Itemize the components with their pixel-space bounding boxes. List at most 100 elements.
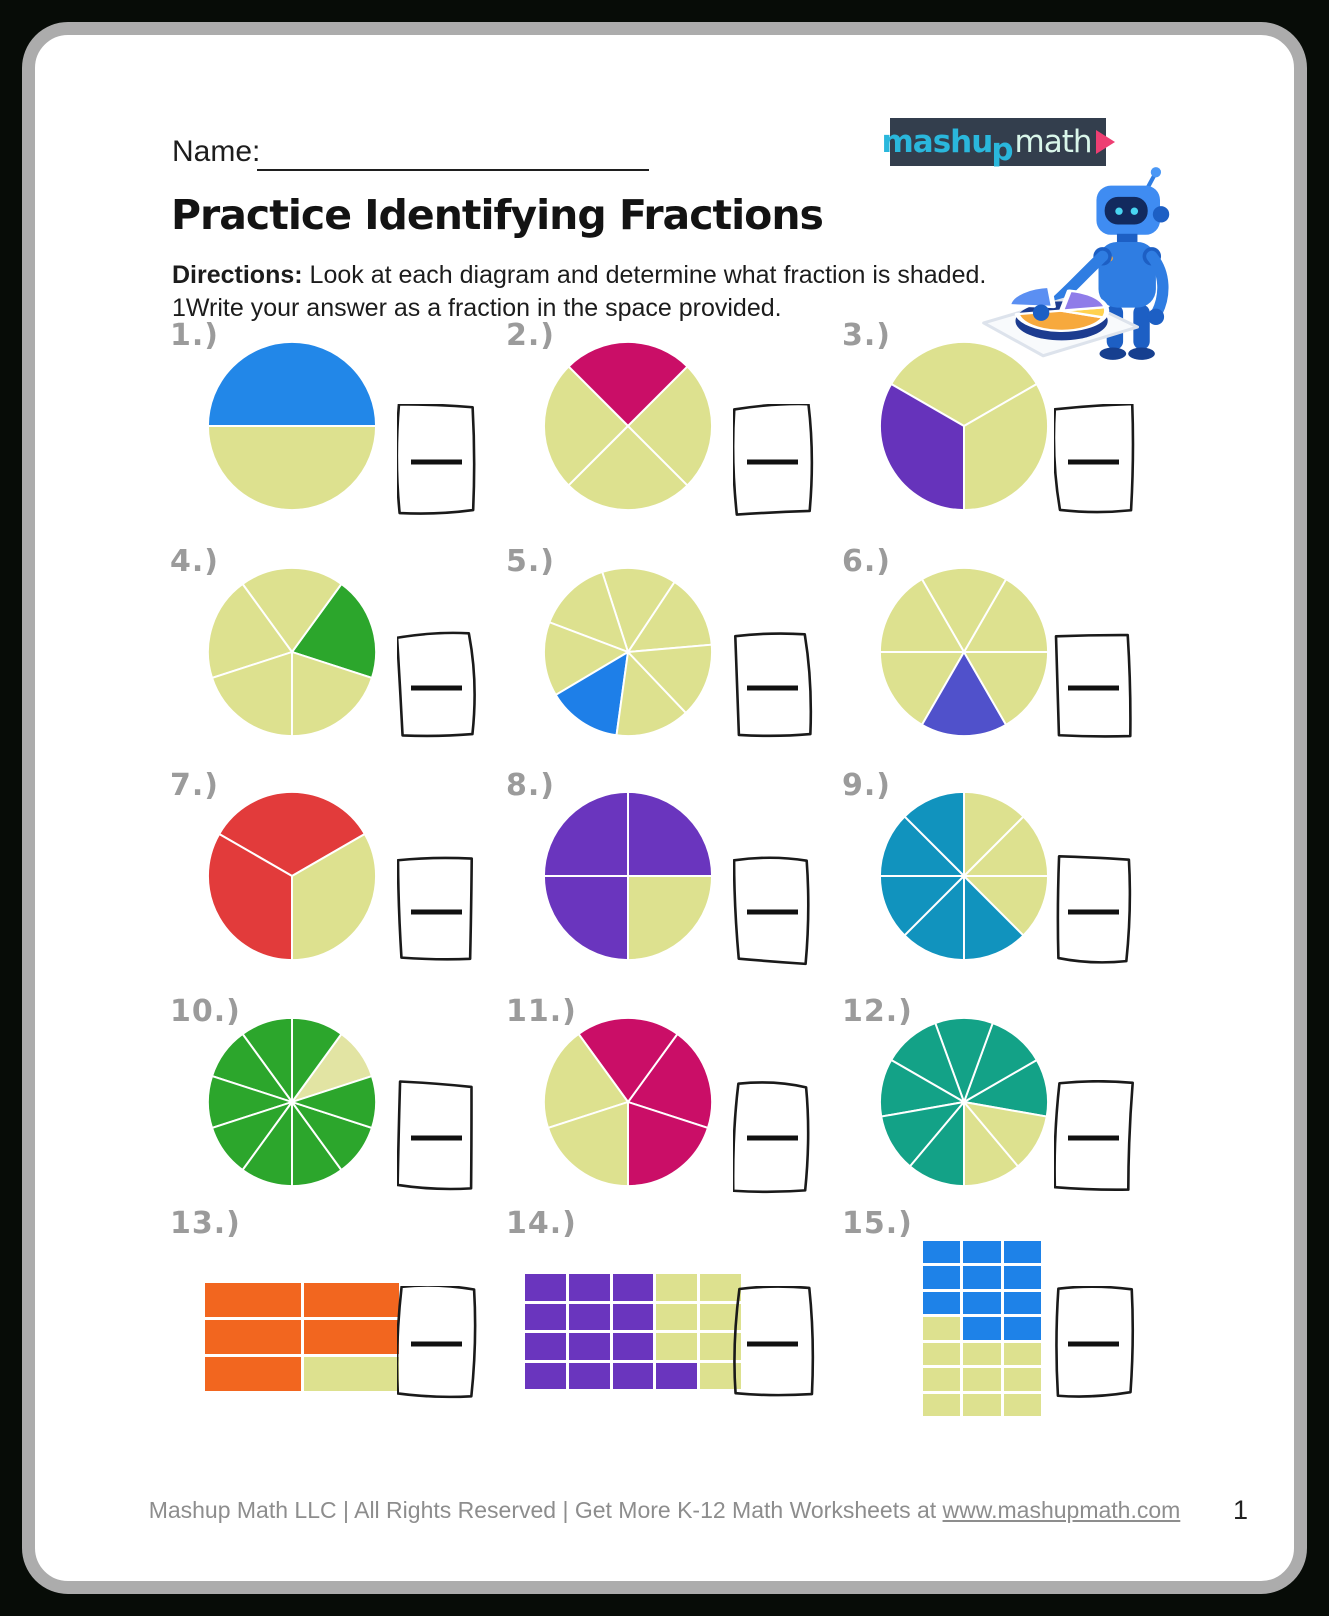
problem-number: 15.) (842, 1206, 913, 1241)
problem-7: 7.) (170, 768, 506, 994)
robot-arm (1146, 250, 1169, 319)
answer-box[interactable] (1054, 404, 1136, 518)
answer-box-outline (733, 404, 814, 516)
pie-diagram (542, 790, 714, 962)
answer-box-outline (397, 1080, 473, 1191)
answer-box[interactable] (1054, 630, 1136, 744)
problem-number: 11.) (506, 994, 577, 1029)
shaded-slice (206, 833, 293, 962)
problem-9: 9.) (842, 768, 1172, 994)
answer-box[interactable] (397, 404, 479, 518)
problem-number: 4.) (170, 544, 219, 579)
shaded-cell (525, 1303, 566, 1330)
answer-box-outline (733, 1286, 815, 1397)
problem-number: 13.) (170, 1206, 241, 1241)
problem-8: 8.) (506, 768, 842, 994)
answer-box[interactable] (397, 1286, 479, 1400)
answer-box[interactable] (733, 630, 815, 744)
robot-visor (1104, 196, 1148, 225)
shaded-cell (303, 1283, 399, 1317)
unshaded-slice (963, 383, 1050, 512)
robot-hand (1147, 308, 1165, 325)
pie-diagram (207, 1016, 377, 1188)
page-title: Practice Identifying Fractions (171, 191, 824, 239)
answer-box[interactable] (397, 630, 479, 744)
answer-box[interactable] (733, 1080, 815, 1194)
problem-number: 5.) (506, 544, 555, 579)
shaded-cell (963, 1317, 1001, 1340)
problem-number: 6.) (842, 544, 891, 579)
pie-diagram (878, 566, 1050, 738)
problem-number: 8.) (506, 768, 555, 803)
problem-number: 14.) (506, 1206, 577, 1241)
unshaded-slice (963, 1101, 1048, 1168)
problem-13: 13.) (170, 1206, 506, 1456)
shaded-cell (205, 1357, 301, 1391)
answer-box[interactable] (733, 404, 815, 518)
problem-number: 3.) (842, 318, 891, 353)
pie-diagram (206, 790, 378, 962)
unshaded-slice (542, 621, 629, 696)
shaded-cell (963, 1291, 1001, 1315)
shaded-cell (568, 1303, 610, 1330)
unshaded-slice (291, 651, 373, 738)
shaded-cell (656, 1362, 698, 1389)
shaded-cell (568, 1333, 610, 1360)
shaded-cell (525, 1274, 566, 1301)
shaded-slice (627, 1033, 713, 1129)
unshaded-cell (1003, 1393, 1041, 1416)
unshaded-slice (627, 875, 714, 962)
shaded-cell (525, 1333, 566, 1360)
shaded-slice (903, 790, 965, 877)
grid-diagram (525, 1274, 741, 1389)
answer-box[interactable] (1054, 1080, 1136, 1194)
answer-box-outline (733, 856, 810, 966)
unshaded-slice (211, 651, 293, 738)
robot-hand (1032, 304, 1050, 321)
pie-diagram (878, 340, 1050, 512)
shaded-slice (921, 651, 1007, 738)
shaded-slice (878, 815, 965, 877)
unshaded-cell (963, 1393, 1001, 1416)
answer-box[interactable] (397, 854, 479, 968)
answer-box[interactable] (733, 1286, 815, 1400)
pie-diagram (206, 341, 378, 511)
unshaded-cell (963, 1368, 1001, 1391)
shaded-cell (205, 1283, 301, 1317)
unshaded-slice (567, 425, 689, 512)
answer-box[interactable] (1054, 854, 1136, 968)
shaded-cell (612, 1333, 654, 1360)
answer-box-outline (733, 632, 813, 738)
shaded-slice (878, 875, 965, 937)
unshaded-cell (303, 1357, 399, 1391)
problem-4: 4.) (170, 544, 506, 768)
problem-number: 9.) (842, 768, 891, 803)
shaded-slice (291, 1075, 377, 1129)
pie-diagram (542, 340, 714, 512)
unshaded-slice (241, 566, 343, 653)
unshaded-slice (291, 833, 378, 962)
unshaded-slice (206, 425, 378, 511)
unshaded-slice (601, 567, 676, 653)
unshaded-cell (923, 1317, 961, 1340)
shaded-cell (923, 1266, 961, 1289)
answer-box-outline (1054, 404, 1135, 514)
unshaded-cell (656, 1274, 698, 1301)
unshaded-cell (1003, 1368, 1041, 1391)
pie-diagram (542, 567, 714, 737)
footer-link[interactable]: www.mashupmath.com (942, 1497, 1181, 1523)
grid-diagram (205, 1283, 399, 1391)
answer-box[interactable] (1054, 1286, 1136, 1400)
answer-box[interactable] (733, 854, 815, 968)
answer-box-outline (397, 631, 476, 738)
logo-text-mashu: mashu (881, 124, 994, 160)
answer-box[interactable] (397, 1080, 479, 1194)
unshaded-slice (963, 651, 1050, 726)
name-input-line[interactable] (257, 169, 649, 171)
footer-text: Mashup Math LLC | All Rights Reserved | … (148, 1497, 943, 1523)
robot-mascot-illustration (982, 167, 1170, 360)
problem-5: 5.) (506, 544, 842, 768)
unshaded-slice (627, 643, 714, 714)
directions-label: Directions: (172, 261, 303, 289)
logo-text-p: p (991, 132, 1014, 168)
